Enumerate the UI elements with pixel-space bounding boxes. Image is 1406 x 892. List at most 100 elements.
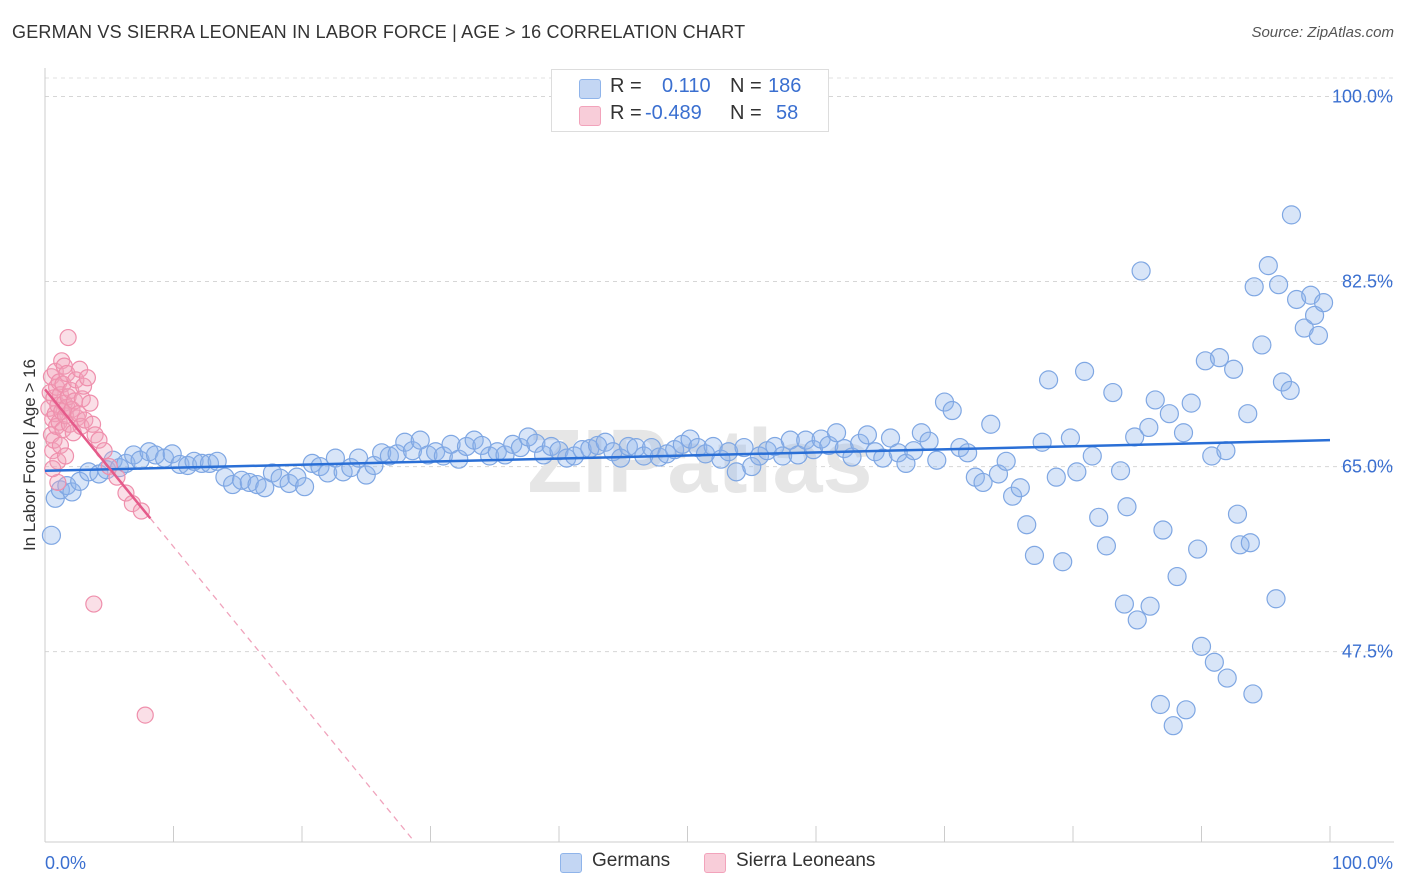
germans-point	[410, 430, 430, 450]
sierra-leoneans-trend-extension	[149, 517, 416, 843]
axes	[44, 68, 1394, 843]
sierra-leoneans-point	[56, 447, 75, 465]
sierra-leoneans-point	[136, 706, 154, 724]
germans-point	[1216, 441, 1236, 461]
germans-point	[223, 474, 243, 495]
germans-point	[1167, 566, 1187, 587]
germans-point	[1258, 256, 1278, 276]
germans-point	[518, 427, 538, 447]
legend-r-label: R =	[610, 75, 642, 97]
sierra-leoneans-point	[78, 369, 97, 387]
y-tick-label: 100.0%	[1332, 86, 1393, 106]
germans-point	[356, 465, 376, 485]
germans-point	[1150, 694, 1170, 715]
sierra-leoneans-point	[90, 431, 108, 449]
germans-legend-label: Germans	[592, 850, 671, 871]
germans-point	[1103, 382, 1123, 403]
sierra-leoneans-point	[74, 377, 93, 395]
sierra-leoneans-point	[81, 394, 99, 412]
germans-point	[772, 446, 793, 466]
germans-point	[1082, 446, 1102, 466]
germans-point	[1127, 610, 1147, 630]
germans-point	[1110, 461, 1131, 481]
germans-point	[1204, 652, 1224, 672]
germans-point	[1281, 205, 1302, 225]
germans-point	[255, 478, 275, 498]
germans-point	[1159, 404, 1179, 424]
sierra-leoneans-swatch	[579, 106, 601, 126]
germans-point	[503, 434, 523, 454]
germans-point	[287, 467, 307, 487]
sierra-leoneans-legend-swatch	[704, 853, 726, 873]
germans-point	[1053, 552, 1073, 572]
germans-point	[1096, 536, 1117, 556]
germans-point	[247, 474, 267, 495]
legend-r-value: -0.489	[645, 102, 702, 124]
germans-point	[888, 443, 908, 463]
germans-point	[780, 430, 800, 450]
germans-swatch	[579, 79, 601, 99]
germans-point	[1209, 348, 1230, 368]
germans-point	[510, 437, 531, 458]
germans-point	[1224, 359, 1244, 379]
germans-point	[310, 456, 330, 477]
correlation-legend: R = 0.110 N = 186 R = -0.489 N = 58	[551, 69, 829, 132]
germans-point	[1202, 446, 1222, 466]
germans-point	[162, 444, 182, 464]
germans-point	[942, 400, 962, 421]
germans-point	[1176, 700, 1196, 720]
chart-title: GERMAN VS SIERRA LEONEAN IN LABOR FORCE …	[12, 22, 746, 42]
germans-point	[294, 477, 315, 497]
germans-point	[796, 430, 816, 450]
sierra-leoneans-point	[83, 415, 102, 433]
germans-point	[1266, 589, 1286, 609]
germans-point	[57, 476, 77, 496]
grid-lines	[45, 77, 1394, 653]
legend-n-label: N =	[730, 75, 762, 97]
germans-point	[996, 451, 1016, 471]
germans-point	[1191, 636, 1212, 656]
germans-point	[526, 433, 546, 453]
germans-point	[1117, 497, 1137, 517]
germans-point	[1145, 390, 1165, 410]
germans-point	[1163, 716, 1183, 736]
sierra-leoneans-point	[85, 595, 103, 613]
watermark: ZIPatlas	[527, 412, 872, 512]
germans-point	[1252, 335, 1272, 355]
germans-point	[880, 428, 901, 448]
y-tick-label: 82.5%	[1342, 272, 1393, 292]
germans-point	[239, 472, 259, 493]
germans-point	[1195, 351, 1215, 371]
legend-n-value: 186	[768, 75, 802, 97]
legend-r-label: R =	[610, 102, 642, 124]
germans-point	[1308, 325, 1329, 346]
trend-lines	[44, 388, 1331, 843]
sierra-leoneans-points	[40, 328, 154, 724]
germans-point	[688, 437, 708, 458]
germans-point	[1089, 507, 1109, 527]
germans-point	[788, 445, 808, 465]
germans-point	[719, 442, 739, 462]
germans-point	[1010, 478, 1030, 498]
germans-point	[41, 525, 62, 545]
germans-point	[1038, 370, 1059, 390]
germans-point	[873, 448, 893, 468]
germans-point	[564, 446, 585, 466]
sierra-leoneans-point	[58, 364, 76, 383]
germans-point	[734, 437, 754, 458]
sierra-leoneans-point	[44, 460, 62, 478]
sierra-leoneans-point	[62, 381, 80, 400]
germans-point	[857, 425, 878, 445]
germans-point	[1188, 539, 1208, 559]
x-tick-label: 0.0%	[45, 853, 86, 873]
germans-point	[618, 436, 638, 457]
germans-point	[1067, 462, 1087, 482]
legend-r-value: 0.110	[662, 75, 711, 97]
germans-point	[1217, 668, 1237, 688]
germans-point	[1139, 417, 1159, 438]
germans-point	[981, 414, 1001, 434]
germans-point	[1227, 504, 1248, 524]
chart-source: Source: ZipAtlas.com	[1251, 24, 1394, 41]
germans-point	[62, 482, 82, 502]
germans-point	[1286, 289, 1307, 310]
